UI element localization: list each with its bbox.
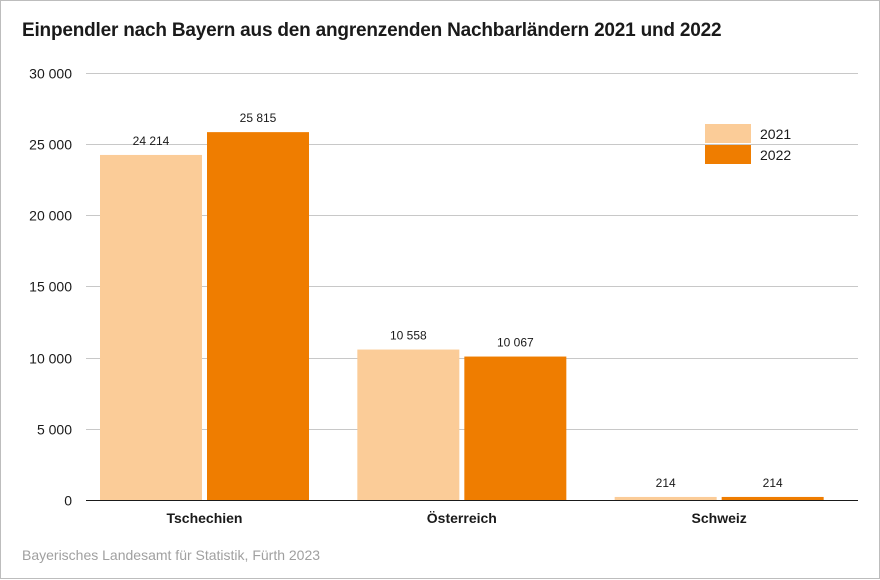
legend-swatch-2021 — [705, 124, 751, 143]
source-note: Bayerisches Landesamt für Statistik, Für… — [22, 547, 321, 563]
y-axis-tick-labels: 0 5 000 10 000 15 000 20 000 25 000 30 000 — [29, 66, 72, 509]
data-label: 10 558 — [390, 329, 427, 343]
data-labels: 24 214 25 815 10 558 10 067 214 214 — [133, 111, 783, 490]
data-label: 25 815 — [240, 111, 277, 125]
data-label: 10 067 — [497, 336, 534, 350]
bar-2021-Österreich — [357, 349, 460, 500]
y-tick-label: 0 — [64, 493, 72, 509]
y-tick-label: 25 000 — [29, 137, 72, 153]
y-tick-label: 10 000 — [29, 351, 72, 367]
data-label: 214 — [656, 476, 676, 490]
bar-2022-Österreich — [464, 356, 567, 500]
bar-2021-Schweiz — [614, 496, 717, 500]
chart-title: Einpendler nach Bayern aus den angrenzen… — [22, 20, 722, 41]
x-axis-category-labels: Tschechien Österreich Schweiz — [167, 510, 747, 526]
x-category-label: Tschechien — [167, 510, 243, 526]
bars — [100, 132, 824, 501]
y-tick-label: 15 000 — [29, 279, 72, 295]
data-label: 24 214 — [133, 134, 170, 148]
y-tick-label: 30 000 — [29, 66, 72, 82]
y-tick-label: 5 000 — [37, 422, 72, 438]
legend-label: 2022 — [760, 147, 791, 163]
y-tick-label: 20 000 — [29, 208, 72, 224]
legend-label: 2021 — [760, 126, 791, 142]
legend: 2021 2022 — [705, 124, 791, 164]
bar-2021-Tschechien — [100, 154, 202, 500]
bar-2022-Schweiz — [721, 496, 824, 500]
x-category-label: Schweiz — [692, 510, 747, 526]
x-category-label: Österreich — [427, 510, 497, 526]
legend-swatch-2022 — [705, 145, 751, 164]
bar-2022-Tschechien — [207, 132, 309, 501]
data-label: 214 — [763, 476, 783, 490]
